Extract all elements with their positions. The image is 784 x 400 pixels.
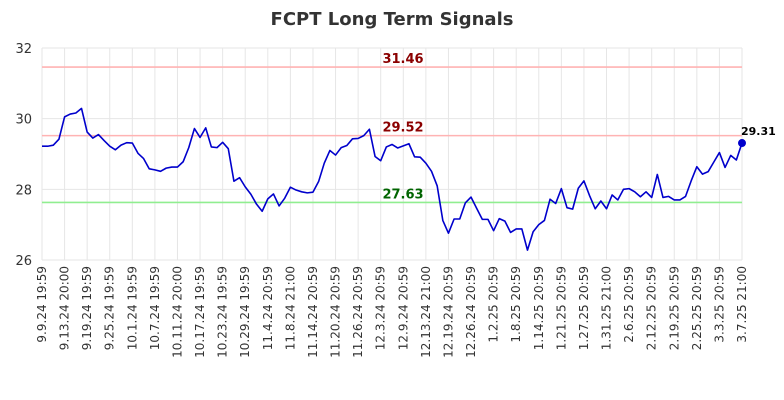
x-tick-label: 11.20.24 20:59	[329, 266, 343, 358]
x-tick-label: 1.8.25 20:59	[509, 266, 523, 343]
price-line	[42, 107, 743, 251]
x-tick-label: 9.19.24 19:59	[80, 266, 94, 350]
x-tick-label: 10.11.24 20:00	[170, 266, 184, 358]
reference-line-label: 27.63	[382, 187, 423, 202]
x-tick-label: 3.7.25 21:00	[735, 266, 749, 343]
y-tick-label: 30	[15, 113, 32, 128]
x-tick-label: 10.1.24 19:59	[125, 266, 139, 350]
x-tick-label: 11.4.24 20:59	[261, 266, 275, 350]
y-tick-label: 28	[15, 183, 32, 198]
x-tick-label: 1.2.25 20:59	[487, 266, 501, 343]
x-tick-label: 10.29.24 19:59	[238, 266, 252, 358]
x-tick-label: 1.27.25 20:59	[577, 266, 591, 350]
x-tick-label: 12.26.24 20:59	[464, 266, 478, 358]
x-tick-label: 12.9.24 20:59	[396, 266, 410, 350]
reference-line-label: 31.46	[382, 52, 423, 67]
x-tick-label: 1.21.25 20:59	[554, 266, 568, 350]
x-tick-label: 1.31.25 21:00	[600, 266, 614, 350]
x-tick-label: 11.8.24 21:00	[283, 266, 297, 350]
x-tick-label: 11.26.24 20:59	[351, 266, 365, 358]
x-tick-label: 9.9.24 19:59	[35, 266, 49, 343]
y-tick-label: 32	[15, 42, 32, 57]
x-tick-label: 9.25.24 19:59	[103, 266, 117, 350]
x-tick-label: 1.14.25 20:59	[532, 266, 546, 350]
y-tick-label: 26	[15, 254, 32, 269]
chart-title: FCPT Long Term Signals	[271, 9, 514, 30]
labels: 31.46 29.52 27.63 29.31	[382, 52, 775, 202]
x-tick-label: 12.3.24 20:59	[374, 266, 388, 350]
x-tick-label: 12.13.24 21:00	[419, 266, 433, 358]
x-tick-label: 2.19.25 20:59	[667, 266, 681, 350]
reference-lines	[42, 66, 742, 204]
x-tick-label: 2.12.25 20:59	[645, 266, 659, 350]
x-tick-label: 3.3.25 20:59	[712, 266, 726, 343]
x-tick-label: 9.13.24 20:00	[58, 266, 72, 350]
reference-line-label: 29.52	[382, 121, 423, 136]
axes: 26 28 30 32 9.9.24 19:59 9.13.24 20:00 9.19.24…	[15, 42, 749, 358]
x-tick-label: 11.14.24 20:59	[306, 266, 320, 358]
x-tick-label: 10.7.24 19:59	[148, 266, 162, 350]
x-tick-label: 2.6.25 20:59	[622, 266, 636, 343]
price-series	[42, 107, 746, 251]
last-point-label: 29.31	[741, 125, 776, 138]
x-tick-label: 12.19.24 20:59	[441, 266, 455, 358]
last-point-marker	[738, 139, 746, 148]
x-tick-label: 10.23.24 19:59	[216, 266, 230, 358]
x-tick-label: 2.25.25 20:59	[690, 266, 704, 350]
grid	[41, 47, 743, 261]
x-tick-label: 10.17.24 19:59	[193, 266, 207, 358]
